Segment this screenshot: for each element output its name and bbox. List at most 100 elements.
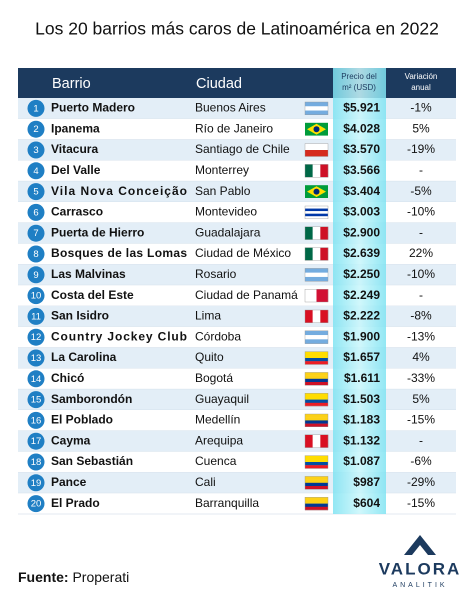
price: $4.028 <box>343 121 380 135</box>
flag <box>305 375 328 379</box>
rank-badge <box>27 224 45 242</box>
barrio: San Sebastián <box>51 454 133 468</box>
flag <box>305 272 328 278</box>
flag <box>305 414 328 418</box>
flag-border <box>304 309 329 324</box>
price: $3.404 <box>343 184 380 198</box>
flag <box>312 226 321 240</box>
rank-badge <box>27 474 45 492</box>
flag <box>305 310 313 323</box>
ciudad: San Pablo <box>195 184 251 198</box>
ciudad: Ciudad de Panamá <box>195 288 298 302</box>
variation: - <box>419 225 423 239</box>
flag-border <box>304 434 329 448</box>
flag <box>305 503 328 507</box>
ciudad: Río de Janeiro <box>195 121 273 135</box>
ciudad: Guadalajara <box>195 225 261 239</box>
flag <box>305 143 328 151</box>
barrio: Cayma <box>51 433 91 447</box>
flag <box>305 226 313 240</box>
flag <box>305 462 328 466</box>
flag <box>320 226 329 240</box>
rank-badge <box>27 370 45 388</box>
price: $3.003 <box>343 205 380 219</box>
ciudad: Lima <box>195 309 221 323</box>
flag <box>305 479 328 483</box>
rank: 19 <box>31 478 42 489</box>
logo-mark <box>404 535 436 555</box>
flag <box>305 351 328 355</box>
flag <box>305 289 317 302</box>
rank-badge <box>27 495 45 513</box>
price: $1.087 <box>343 454 380 468</box>
flag <box>305 458 328 463</box>
flag <box>305 361 328 365</box>
flag <box>312 247 321 261</box>
barrio: Vitacura <box>51 142 98 156</box>
flag <box>305 216 328 219</box>
flag-border <box>304 268 329 282</box>
flag <box>305 276 328 282</box>
rank: 8 <box>33 249 38 260</box>
column-header: Variación <box>405 72 438 81</box>
variation: - <box>419 288 423 302</box>
rank-badge <box>27 266 45 284</box>
rank: 12 <box>31 332 42 343</box>
rank: 1 <box>33 103 38 114</box>
flag-border <box>304 247 329 261</box>
rank: 14 <box>31 374 42 385</box>
ciudad: Córdoba <box>195 329 241 343</box>
flag <box>305 378 328 383</box>
flag-border <box>304 497 329 511</box>
rank-badge <box>27 328 45 346</box>
flag <box>312 434 321 448</box>
price-column <box>333 68 386 514</box>
variation: - <box>419 163 423 177</box>
ciudad: Montevideo <box>195 205 257 219</box>
flag <box>305 465 328 469</box>
price: $2.639 <box>343 246 380 260</box>
price: $1.900 <box>343 329 380 343</box>
rank: 6 <box>33 207 38 218</box>
rank: 11 <box>31 311 41 322</box>
flag <box>316 289 329 302</box>
ciudad: Ciudad de México <box>195 246 291 260</box>
flag <box>305 399 328 403</box>
flag <box>305 372 328 376</box>
barrio: Vila Nova Conceição <box>51 184 187 198</box>
flag-border <box>304 476 329 490</box>
rank: 10 <box>31 291 42 302</box>
ciudad: Santiago de Chile <box>195 142 290 156</box>
rank: 18 <box>31 457 42 468</box>
rank-badge <box>27 141 45 159</box>
flag-border <box>304 393 329 407</box>
ciudad: Medellín <box>195 413 240 427</box>
rank: 20 <box>31 499 42 510</box>
variation: -15% <box>407 413 435 427</box>
rank: 2 <box>33 124 38 135</box>
flag <box>305 211 328 214</box>
rank-badge <box>27 183 45 201</box>
barrio: Del Valle <box>51 163 101 177</box>
ciudad: Quito <box>195 350 224 364</box>
column-header: Precio del <box>341 72 377 81</box>
price: $3.566 <box>343 163 380 177</box>
variation: - <box>419 433 423 447</box>
price: $1.611 <box>344 371 380 385</box>
price: $1.183 <box>343 413 380 427</box>
rank: 7 <box>33 228 38 239</box>
variation: 5% <box>412 121 430 135</box>
price: $1.503 <box>343 392 380 406</box>
flag <box>305 393 328 397</box>
rank: 17 <box>31 436 42 447</box>
column-header: anual <box>411 83 431 92</box>
rank-badge <box>27 245 45 263</box>
rank-badge <box>27 349 45 367</box>
rank-badge <box>27 432 45 450</box>
flag <box>305 335 328 340</box>
rank-badge <box>27 287 45 305</box>
barrio: Chicó <box>51 371 84 385</box>
column-header: m² (USD) <box>342 83 376 92</box>
flag <box>305 434 313 448</box>
